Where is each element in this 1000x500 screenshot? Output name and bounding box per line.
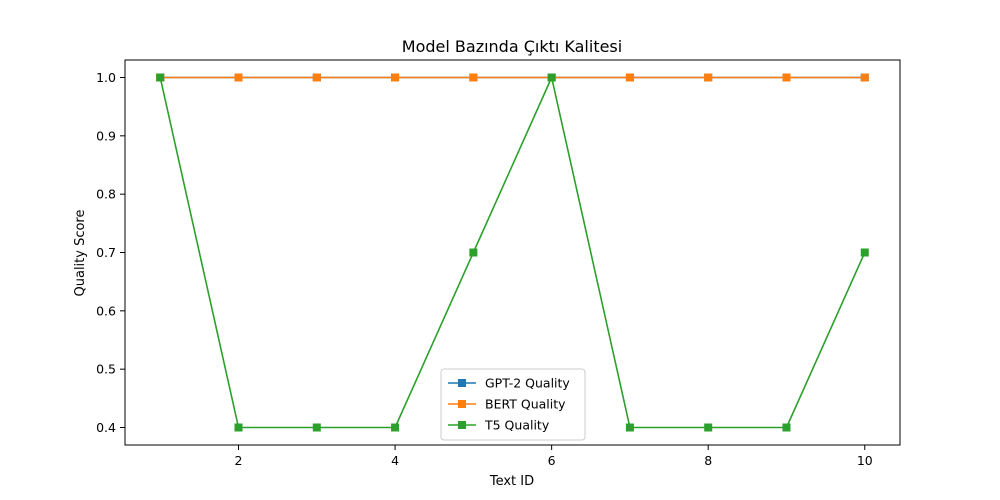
x-tick-label: 8 [704, 453, 712, 468]
y-tick-label: 0.5 [96, 362, 116, 377]
series-2-point [860, 73, 869, 82]
legend-label-3: T5 Quality [484, 418, 550, 433]
series-2-point [391, 73, 400, 82]
series-3-point [469, 248, 478, 257]
y-tick-label: 0.9 [96, 128, 116, 143]
y-tick-label: 0.4 [96, 420, 116, 435]
chart-title: Model Bazında Çıktı Kalitesi [402, 37, 622, 56]
series-3-point [704, 423, 713, 432]
series-2-point [782, 73, 791, 82]
legend-label-1: GPT-2 Quality [485, 376, 570, 391]
series-3-point [547, 73, 556, 82]
y-tick-label: 0.7 [96, 245, 116, 260]
series-2-point [234, 73, 243, 82]
legend-marker-1 [458, 379, 466, 387]
legend-box [440, 368, 586, 441]
y-axis-label: Quality Score [73, 210, 88, 297]
x-tick-label: 4 [391, 453, 399, 468]
series-2-point [625, 73, 634, 82]
y-tick-label: 0.6 [96, 303, 116, 318]
legend-marker-2 [458, 400, 466, 408]
series-3-point [782, 423, 791, 432]
series-3-point [156, 73, 165, 82]
series-3-point [625, 423, 634, 432]
y-tick-label: 1.0 [96, 70, 116, 85]
x-axis-label: Text ID [489, 474, 534, 489]
plot-area: 2 4 6 8 10 0.4 0.5 0.6 0.7 0.8 0.9 1.0 [96, 59, 901, 468]
legend-label-2: BERT Quality [485, 397, 566, 412]
series-2-point [312, 73, 321, 82]
series-3-point [234, 423, 243, 432]
series-2-point [469, 73, 478, 82]
series-3-point [391, 423, 400, 432]
x-tick-label: 2 [235, 453, 243, 468]
legend-marker-3 [458, 421, 466, 429]
x-tick-label: 6 [548, 453, 556, 468]
series-2-point [704, 73, 713, 82]
series-line-3 [159, 76, 866, 429]
series-3-point [312, 423, 321, 432]
y-tick-label: 0.8 [96, 187, 116, 202]
legend: GPT-2 Quality BERT Quality T5 Quality [440, 368, 586, 441]
x-tick-label: 10 [857, 453, 873, 468]
series-3-point [860, 248, 869, 257]
